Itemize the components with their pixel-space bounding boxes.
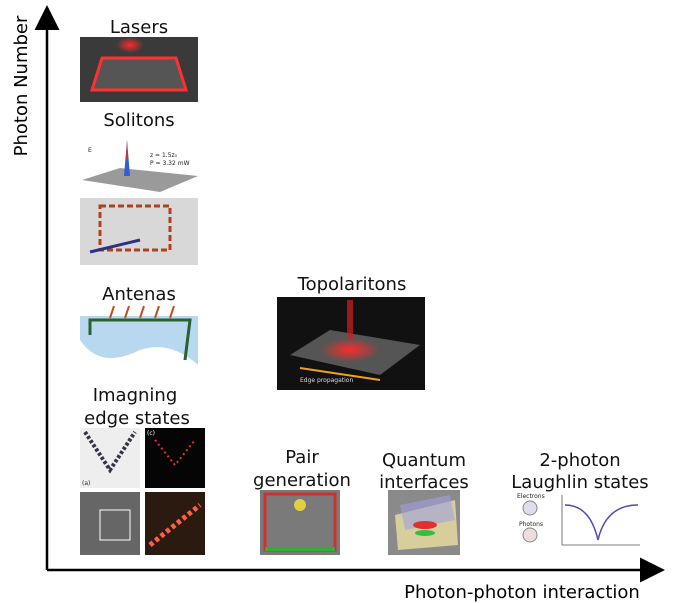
inset-text: Photons (519, 521, 543, 528)
panel-title: Quantum (382, 450, 466, 471)
inset-text: (a) (82, 480, 90, 487)
inset-text: z = 1.5z₀ (150, 152, 178, 159)
panel-title: 2-photon (539, 450, 620, 471)
solitons-image: E z = 1.5z₀ P = 3.32 mW (80, 140, 198, 265)
laughlin-image: Electrons Photons (517, 493, 640, 546)
panel-title: Laughlin states (511, 472, 648, 493)
pair-image (260, 490, 340, 555)
x-axis-label: Photon-photon interaction (404, 582, 640, 603)
inset-text: E (88, 147, 92, 154)
y-axis-label: Photon Number (11, 15, 32, 156)
panel-title: Solitons (103, 110, 174, 131)
panel-title: interfaces (379, 472, 469, 493)
inset-text: (c) (147, 430, 155, 437)
panel-title: Topolaritons (297, 274, 407, 295)
quantum-image (388, 490, 460, 555)
panel-title: Pair (285, 447, 319, 468)
lasers-image (80, 37, 198, 102)
inset-text: Edge propagation (300, 377, 353, 384)
inset-text: Electrons (517, 493, 545, 500)
panel-title: Lasers (110, 17, 168, 38)
imaging-image: (a) (c) (80, 428, 205, 555)
topolaritons-image: Edge propagation (277, 297, 425, 390)
antenas-image (80, 305, 198, 365)
panel-title: edge states (84, 408, 190, 429)
panel-title: Antenas (102, 284, 176, 305)
panel-title: generation (253, 470, 351, 491)
inset-text: P = 3.32 mW (150, 160, 190, 167)
panel-title: Imagning (93, 385, 178, 406)
